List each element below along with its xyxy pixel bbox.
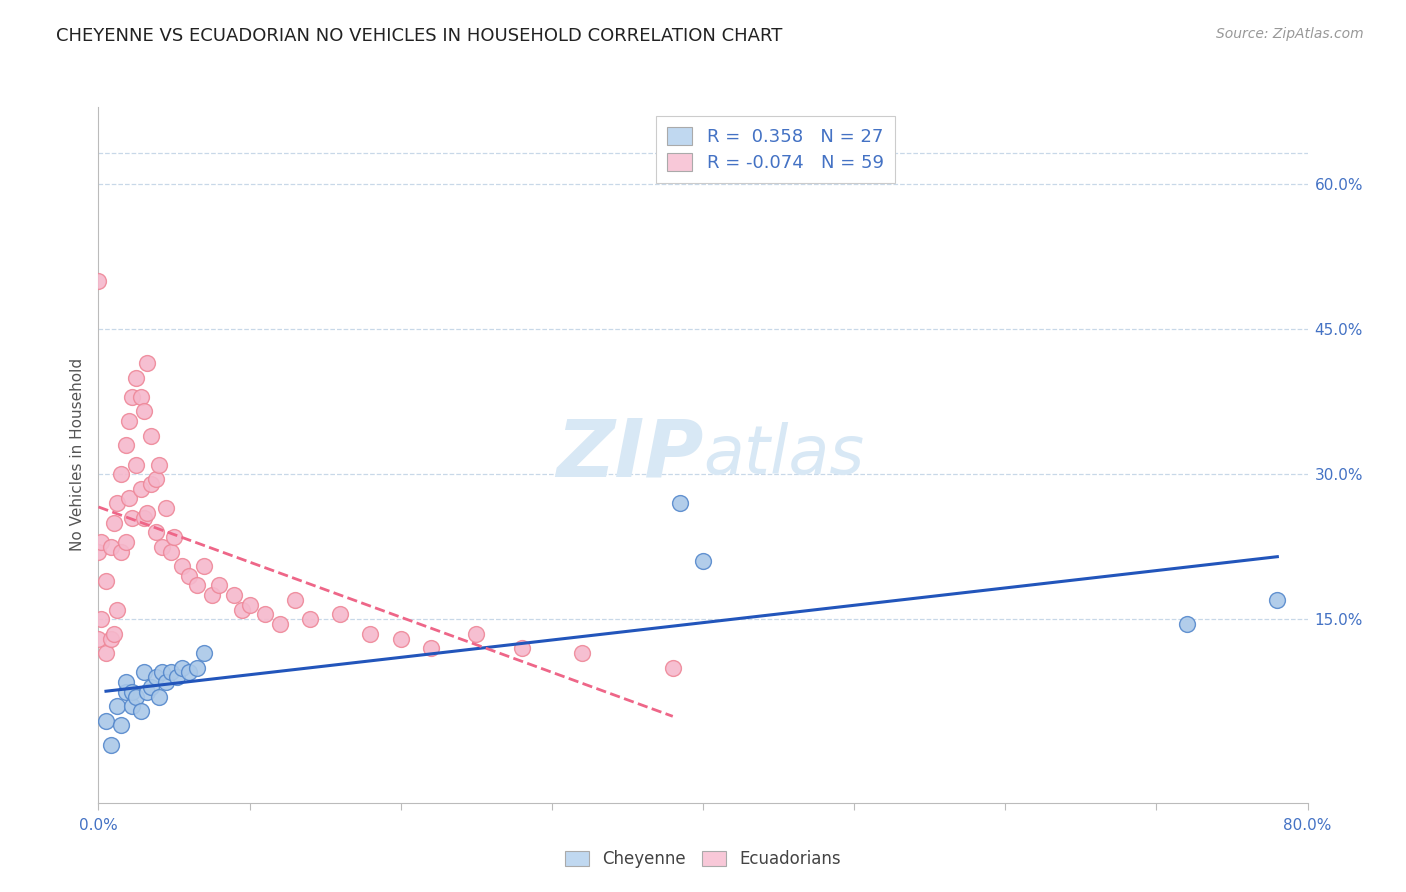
Point — [269, 617, 291, 632]
Point — [135, 684, 157, 698]
Point — [231, 602, 253, 616]
Point — [87, 274, 110, 288]
Point — [224, 588, 246, 602]
Point — [135, 506, 157, 520]
Point — [132, 510, 155, 524]
Point — [662, 660, 685, 674]
Point — [121, 684, 143, 698]
Point — [510, 641, 533, 656]
Point — [100, 738, 122, 752]
Point — [141, 477, 163, 491]
Point — [141, 428, 163, 442]
Point — [121, 510, 143, 524]
Point — [163, 530, 186, 544]
Point — [145, 472, 167, 486]
Point — [125, 458, 148, 472]
Point — [121, 390, 143, 404]
Point — [465, 626, 488, 640]
Point — [125, 370, 148, 384]
Point — [100, 540, 122, 554]
Point — [132, 665, 155, 680]
Point — [201, 588, 224, 602]
Point — [121, 699, 143, 714]
Point — [170, 660, 193, 674]
Point — [1267, 592, 1289, 607]
Point — [193, 559, 215, 574]
Point — [155, 501, 177, 516]
Point — [145, 670, 167, 684]
Point — [148, 458, 170, 472]
Text: Source: ZipAtlas.com: Source: ZipAtlas.com — [1216, 27, 1364, 41]
Point — [253, 607, 276, 622]
Text: CHEYENNE VS ECUADORIAN NO VEHICLES IN HOUSEHOLD CORRELATION CHART: CHEYENNE VS ECUADORIAN NO VEHICLES IN HO… — [56, 27, 783, 45]
Point — [145, 525, 167, 540]
Text: atlas: atlas — [703, 422, 865, 488]
Point — [160, 544, 183, 558]
Point — [114, 684, 136, 698]
Point — [155, 675, 177, 690]
Point — [135, 356, 157, 370]
Point — [571, 646, 593, 660]
Point — [669, 496, 692, 510]
Point — [329, 607, 352, 622]
Point — [299, 612, 322, 626]
Point — [110, 718, 132, 732]
Point — [692, 554, 714, 568]
Point — [186, 578, 208, 592]
Point — [360, 626, 382, 640]
Point — [148, 690, 170, 704]
Point — [129, 704, 152, 718]
Point — [94, 714, 117, 728]
Point — [179, 665, 201, 680]
Point — [114, 675, 136, 690]
Point — [87, 544, 110, 558]
Point — [118, 491, 141, 506]
Point — [150, 540, 173, 554]
Point — [114, 438, 136, 452]
Point — [132, 404, 155, 418]
Point — [94, 574, 117, 588]
Y-axis label: No Vehicles in Household: No Vehicles in Household — [69, 359, 84, 551]
Point — [90, 535, 112, 549]
Point — [1175, 617, 1198, 632]
Point — [90, 612, 112, 626]
Point — [166, 670, 188, 684]
Point — [110, 544, 132, 558]
Point — [110, 467, 132, 482]
Point — [129, 390, 152, 404]
Point — [100, 632, 122, 646]
Point — [284, 592, 307, 607]
Point — [420, 641, 443, 656]
Point — [193, 646, 215, 660]
Point — [239, 598, 262, 612]
Point — [105, 602, 128, 616]
Point — [389, 632, 412, 646]
Legend: R =  0.358   N = 27, R = -0.074   N = 59: R = 0.358 N = 27, R = -0.074 N = 59 — [657, 116, 894, 183]
Point — [170, 559, 193, 574]
Point — [179, 568, 201, 582]
Point — [103, 516, 125, 530]
Point — [114, 535, 136, 549]
Point — [141, 680, 163, 694]
Point — [160, 665, 183, 680]
Point — [186, 660, 208, 674]
Point — [94, 646, 117, 660]
Text: ZIP: ZIP — [555, 416, 703, 494]
Point — [125, 690, 148, 704]
Point — [103, 626, 125, 640]
Point — [105, 699, 128, 714]
Point — [150, 665, 173, 680]
Point — [118, 414, 141, 428]
Point — [87, 632, 110, 646]
Point — [129, 482, 152, 496]
Point — [208, 578, 231, 592]
Point — [105, 496, 128, 510]
